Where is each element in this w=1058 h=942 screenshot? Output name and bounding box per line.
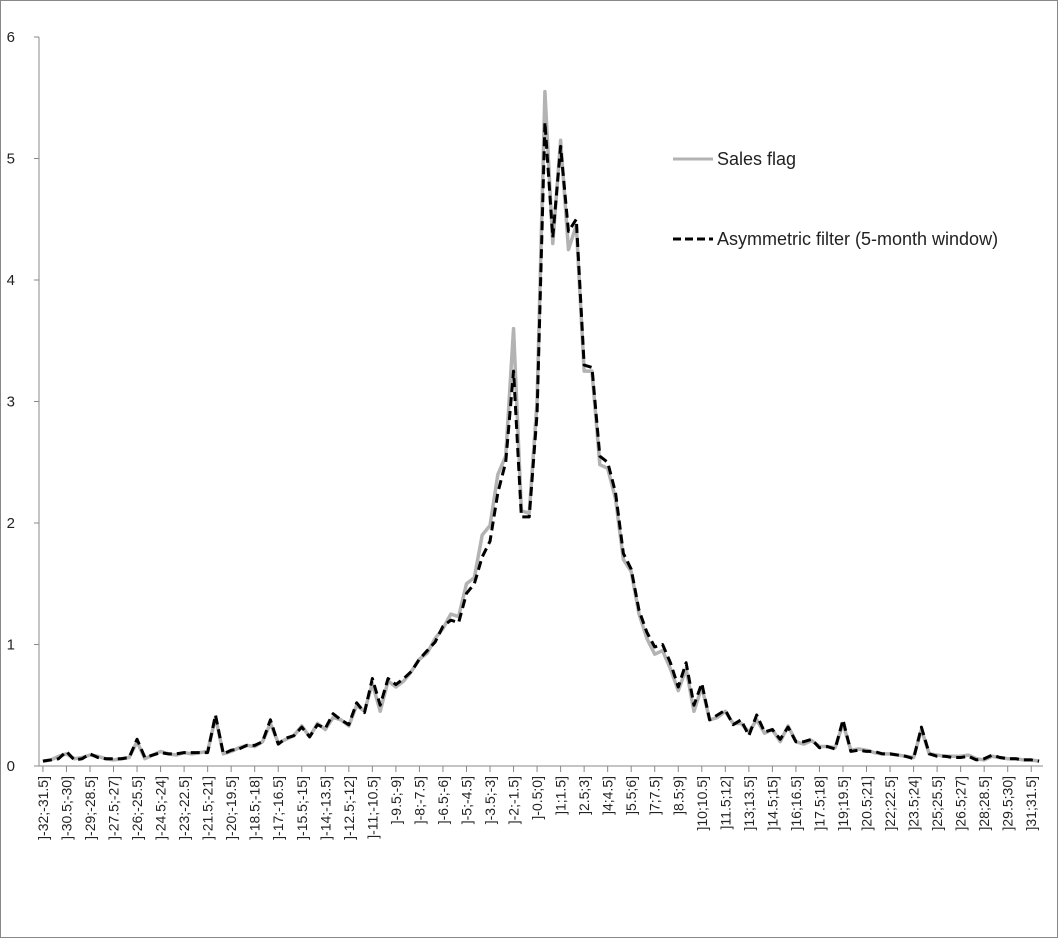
x-tick-label: ]-27.5;-27] (106, 776, 122, 840)
y-tick-label: 5 (7, 151, 15, 168)
x-tick-label: ]2.5;3] (576, 776, 592, 815)
x-tick-label: ]-32;-31.5] (35, 776, 51, 840)
legend-label: Asymmetric filter (5-month window) (717, 229, 998, 249)
x-tick-label: ]5.5;6] (623, 776, 639, 815)
x-tick-label: ]-18.5;-18] (247, 776, 263, 840)
x-tick-label: ]-2;-1.5] (506, 776, 522, 824)
y-tick-label: 4 (7, 272, 15, 289)
x-tick-label: ]-30.5;-30] (58, 776, 74, 840)
x-tick-label: ]-20;-19.5] (223, 776, 239, 840)
x-tick-label: ]-6.5;-6] (435, 776, 451, 824)
x-tick-label: ]-17;-16.5] (270, 776, 286, 840)
x-tick-label: ]-0.5;0] (529, 776, 545, 820)
x-tick-label: ]19;19.5] (835, 776, 851, 831)
x-tick-label: ]25;25.5] (929, 776, 945, 831)
x-tick-label: ]-12.5;-12] (341, 776, 357, 840)
x-tick-label: ]8.5;9] (670, 776, 686, 815)
x-tick-label: ]-26;-25.5] (129, 776, 145, 840)
series-line-asymmetric-filter (42, 120, 1040, 763)
y-tick-label: 3 (7, 394, 15, 411)
x-tick-label: ]20.5;21] (859, 776, 875, 831)
x-tick-label: ]-5;-4.5] (458, 776, 474, 824)
x-tick-label: ]-24.5;-24] (153, 776, 169, 840)
x-tick-label: ]-14;-13.5] (317, 776, 333, 840)
series-layer (42, 89, 1040, 763)
x-tick-label: ]-15.5;-15] (294, 776, 310, 840)
x-tick-label: ]23.5;24] (906, 776, 922, 831)
x-tick-label: ]-9.5;-9] (388, 776, 404, 824)
x-tick-label: ]11.5;12] (717, 776, 733, 829)
x-tick-label: ]7;7.5] (647, 776, 663, 815)
y-tick-label: 6 (7, 29, 15, 46)
series-line-sales-flag (42, 89, 1040, 763)
legend-label: Sales flag (717, 149, 796, 169)
x-tick-label: ]14.5;15] (764, 776, 780, 831)
x-tick-label: ]28;28.5] (976, 776, 992, 831)
x-tick-label: ]13;13.5] (741, 776, 757, 831)
x-tick-label: ]-29;-28.5] (82, 776, 98, 840)
legend: Sales flag Asymmetric filter (5-month win… (673, 149, 998, 249)
x-tick-label: ]1;1.5] (553, 776, 569, 815)
x-tick-label: ]22;22.5] (882, 776, 898, 831)
x-tick-label: ]26.5;27] (953, 776, 969, 831)
x-tick-label: ]-11;-10.5] (364, 776, 380, 839)
x-axis: ]-32;-31.5] ]-30.5;-30] ]-29;-28.5] ]-27.5;… (35, 765, 1043, 840)
x-tick-label: ]4;4.5] (600, 776, 616, 815)
x-tick-label: ]-8;-7.5] (411, 776, 427, 824)
y-tick-label: 0 (7, 758, 15, 775)
x-tick-label: ]10;10.5] (694, 776, 710, 831)
x-tick-label: ]31;31.5] (1023, 776, 1039, 831)
x-tick-label: ]-21.5;-21] (200, 776, 216, 840)
y-axis: 0 1 2 3 4 5 6 (7, 29, 40, 775)
x-tick-label: ]-23;-22.5] (176, 776, 192, 840)
y-tick-label: 2 (7, 515, 15, 532)
x-tick-label: ]17.5;18] (811, 776, 827, 831)
x-tick-label: ]16;16.5] (788, 776, 804, 831)
y-tick-label: 1 (7, 637, 15, 654)
x-tick-label: ]29.5;30] (1000, 776, 1016, 831)
x-tick-label: ]-3.5;-3] (482, 776, 498, 824)
